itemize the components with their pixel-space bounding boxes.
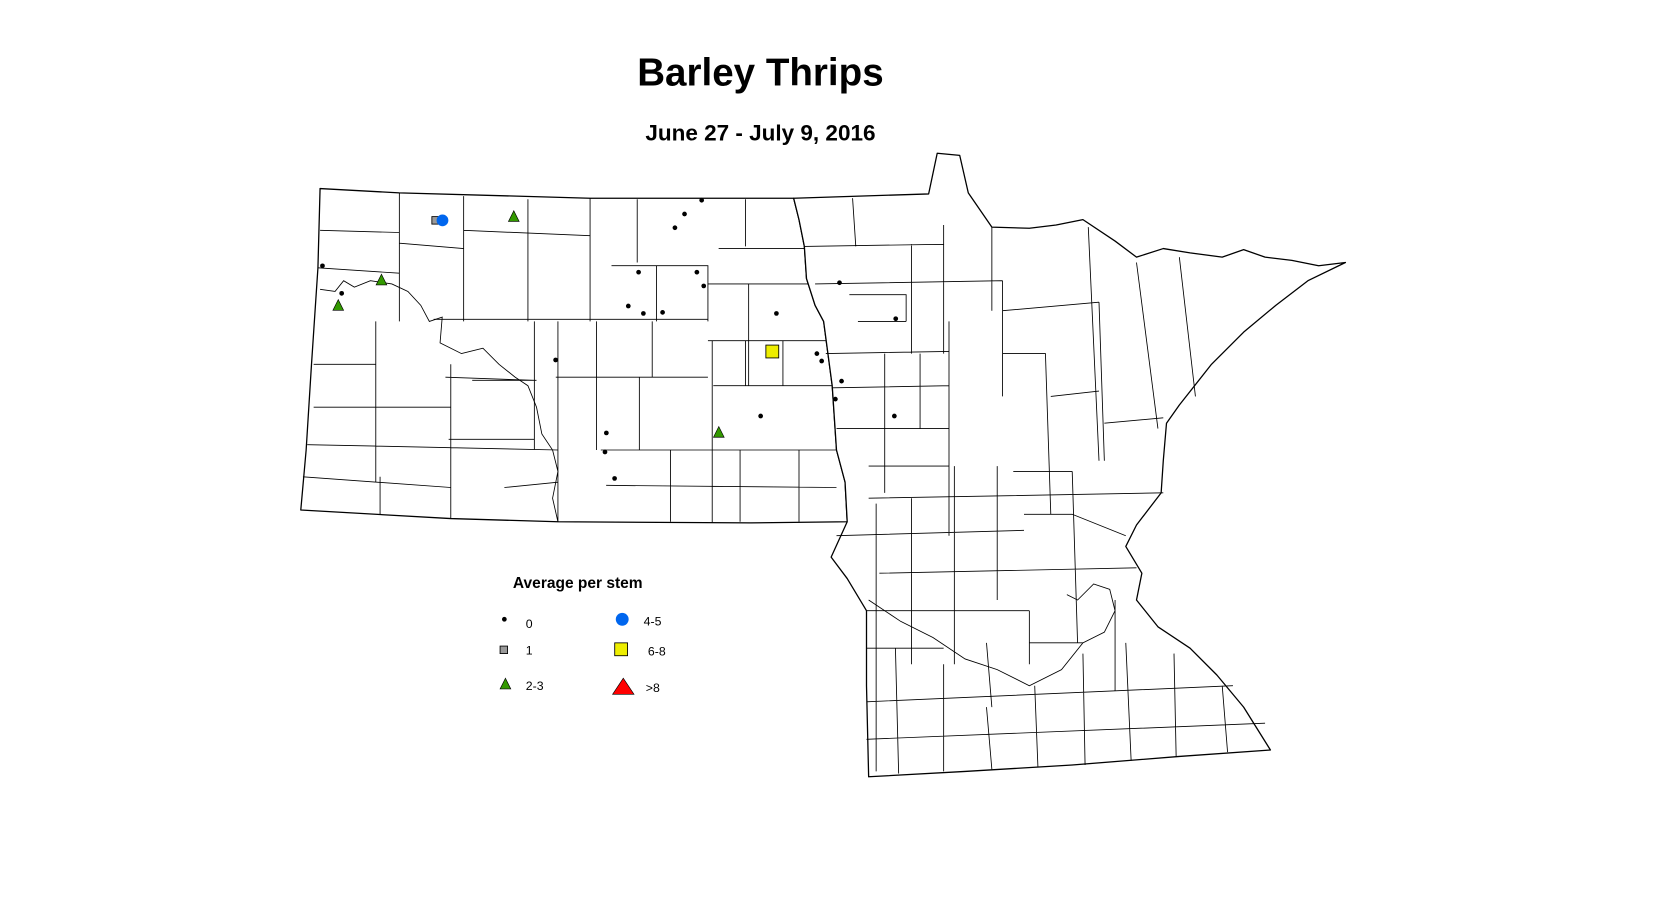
county-lines-nd: [302, 192, 837, 523]
legend-triangle-green-icon: [499, 677, 512, 690]
legend-item-5: >8: [611, 677, 660, 695]
data-point-dot-19: [758, 413, 763, 419]
data-point-dot-11: [837, 280, 842, 286]
legend-item-3: 4-5: [615, 612, 662, 629]
data-point-dot-0: [699, 197, 705, 203]
map-subtitle: June 27 - July 9, 2016: [645, 120, 875, 145]
data-point-circle-25: [436, 214, 449, 227]
legend-label-4: 6-8: [648, 645, 666, 659]
data-point-triangle-27: [375, 273, 388, 286]
data-point-dot-2: [672, 225, 678, 231]
legend-label-0: 0: [526, 617, 533, 631]
data-points: [320, 197, 899, 481]
legend-square-gray-icon: [499, 645, 508, 654]
data-point-dot-14: [814, 351, 820, 356]
data-point-dot-8: [625, 303, 631, 309]
state-minnesota: [793, 152, 1347, 778]
legend-item-4: 6-8: [614, 642, 666, 659]
data-point-dot-1: [682, 211, 687, 217]
data-point-dot-16: [839, 378, 844, 384]
legend-label-1: 1: [526, 644, 533, 658]
state-north-dakota: [300, 187, 848, 524]
data-point-dot-21: [604, 430, 609, 436]
data-point-dot-12: [893, 316, 899, 322]
data-point-dot-7: [701, 283, 707, 289]
data-point-dot-5: [636, 269, 641, 275]
legend-circle-blue-icon: [615, 612, 629, 626]
legend-label-5: >8: [646, 681, 660, 695]
legend-item-2: 2-3: [499, 677, 544, 693]
legend-square-yellow-icon: [614, 642, 629, 657]
legend-item-0: 0: [502, 617, 533, 631]
data-point-dot-4: [339, 290, 345, 296]
data-point-dot-23: [612, 476, 617, 481]
legend-label-3: 4-5: [644, 615, 662, 629]
legend-title: Average per stem: [513, 575, 643, 592]
data-point-dot-17: [833, 396, 838, 402]
legend-dot-icon: [502, 616, 507, 622]
data-point-dot-3: [320, 263, 325, 269]
data-point-dot-20: [892, 413, 897, 419]
data-point-dot-10: [660, 310, 665, 315]
data-point-triangle-28: [332, 298, 345, 311]
data-point-dot-9: [641, 311, 646, 316]
data-point-dot-13: [774, 311, 779, 316]
legend-triangle-red-icon: [611, 677, 635, 695]
data-point-triangle-26: [507, 210, 520, 222]
map-title: Barley Thrips: [637, 52, 883, 95]
data-point-dot-6: [694, 269, 700, 275]
data-point-dot-22: [602, 449, 608, 455]
legend: Average per stem 0 1 2-3 4-5 6-8 >8: [499, 575, 666, 695]
data-point-square-30: [765, 344, 780, 359]
legend-item-1: 1: [499, 644, 533, 658]
data-point-dot-15: [819, 358, 825, 364]
legend-label-2: 2-3: [526, 679, 544, 693]
data-point-triangle-29: [712, 425, 725, 438]
county-lines-mn: [804, 198, 1266, 774]
data-point-dot-18: [553, 357, 558, 363]
